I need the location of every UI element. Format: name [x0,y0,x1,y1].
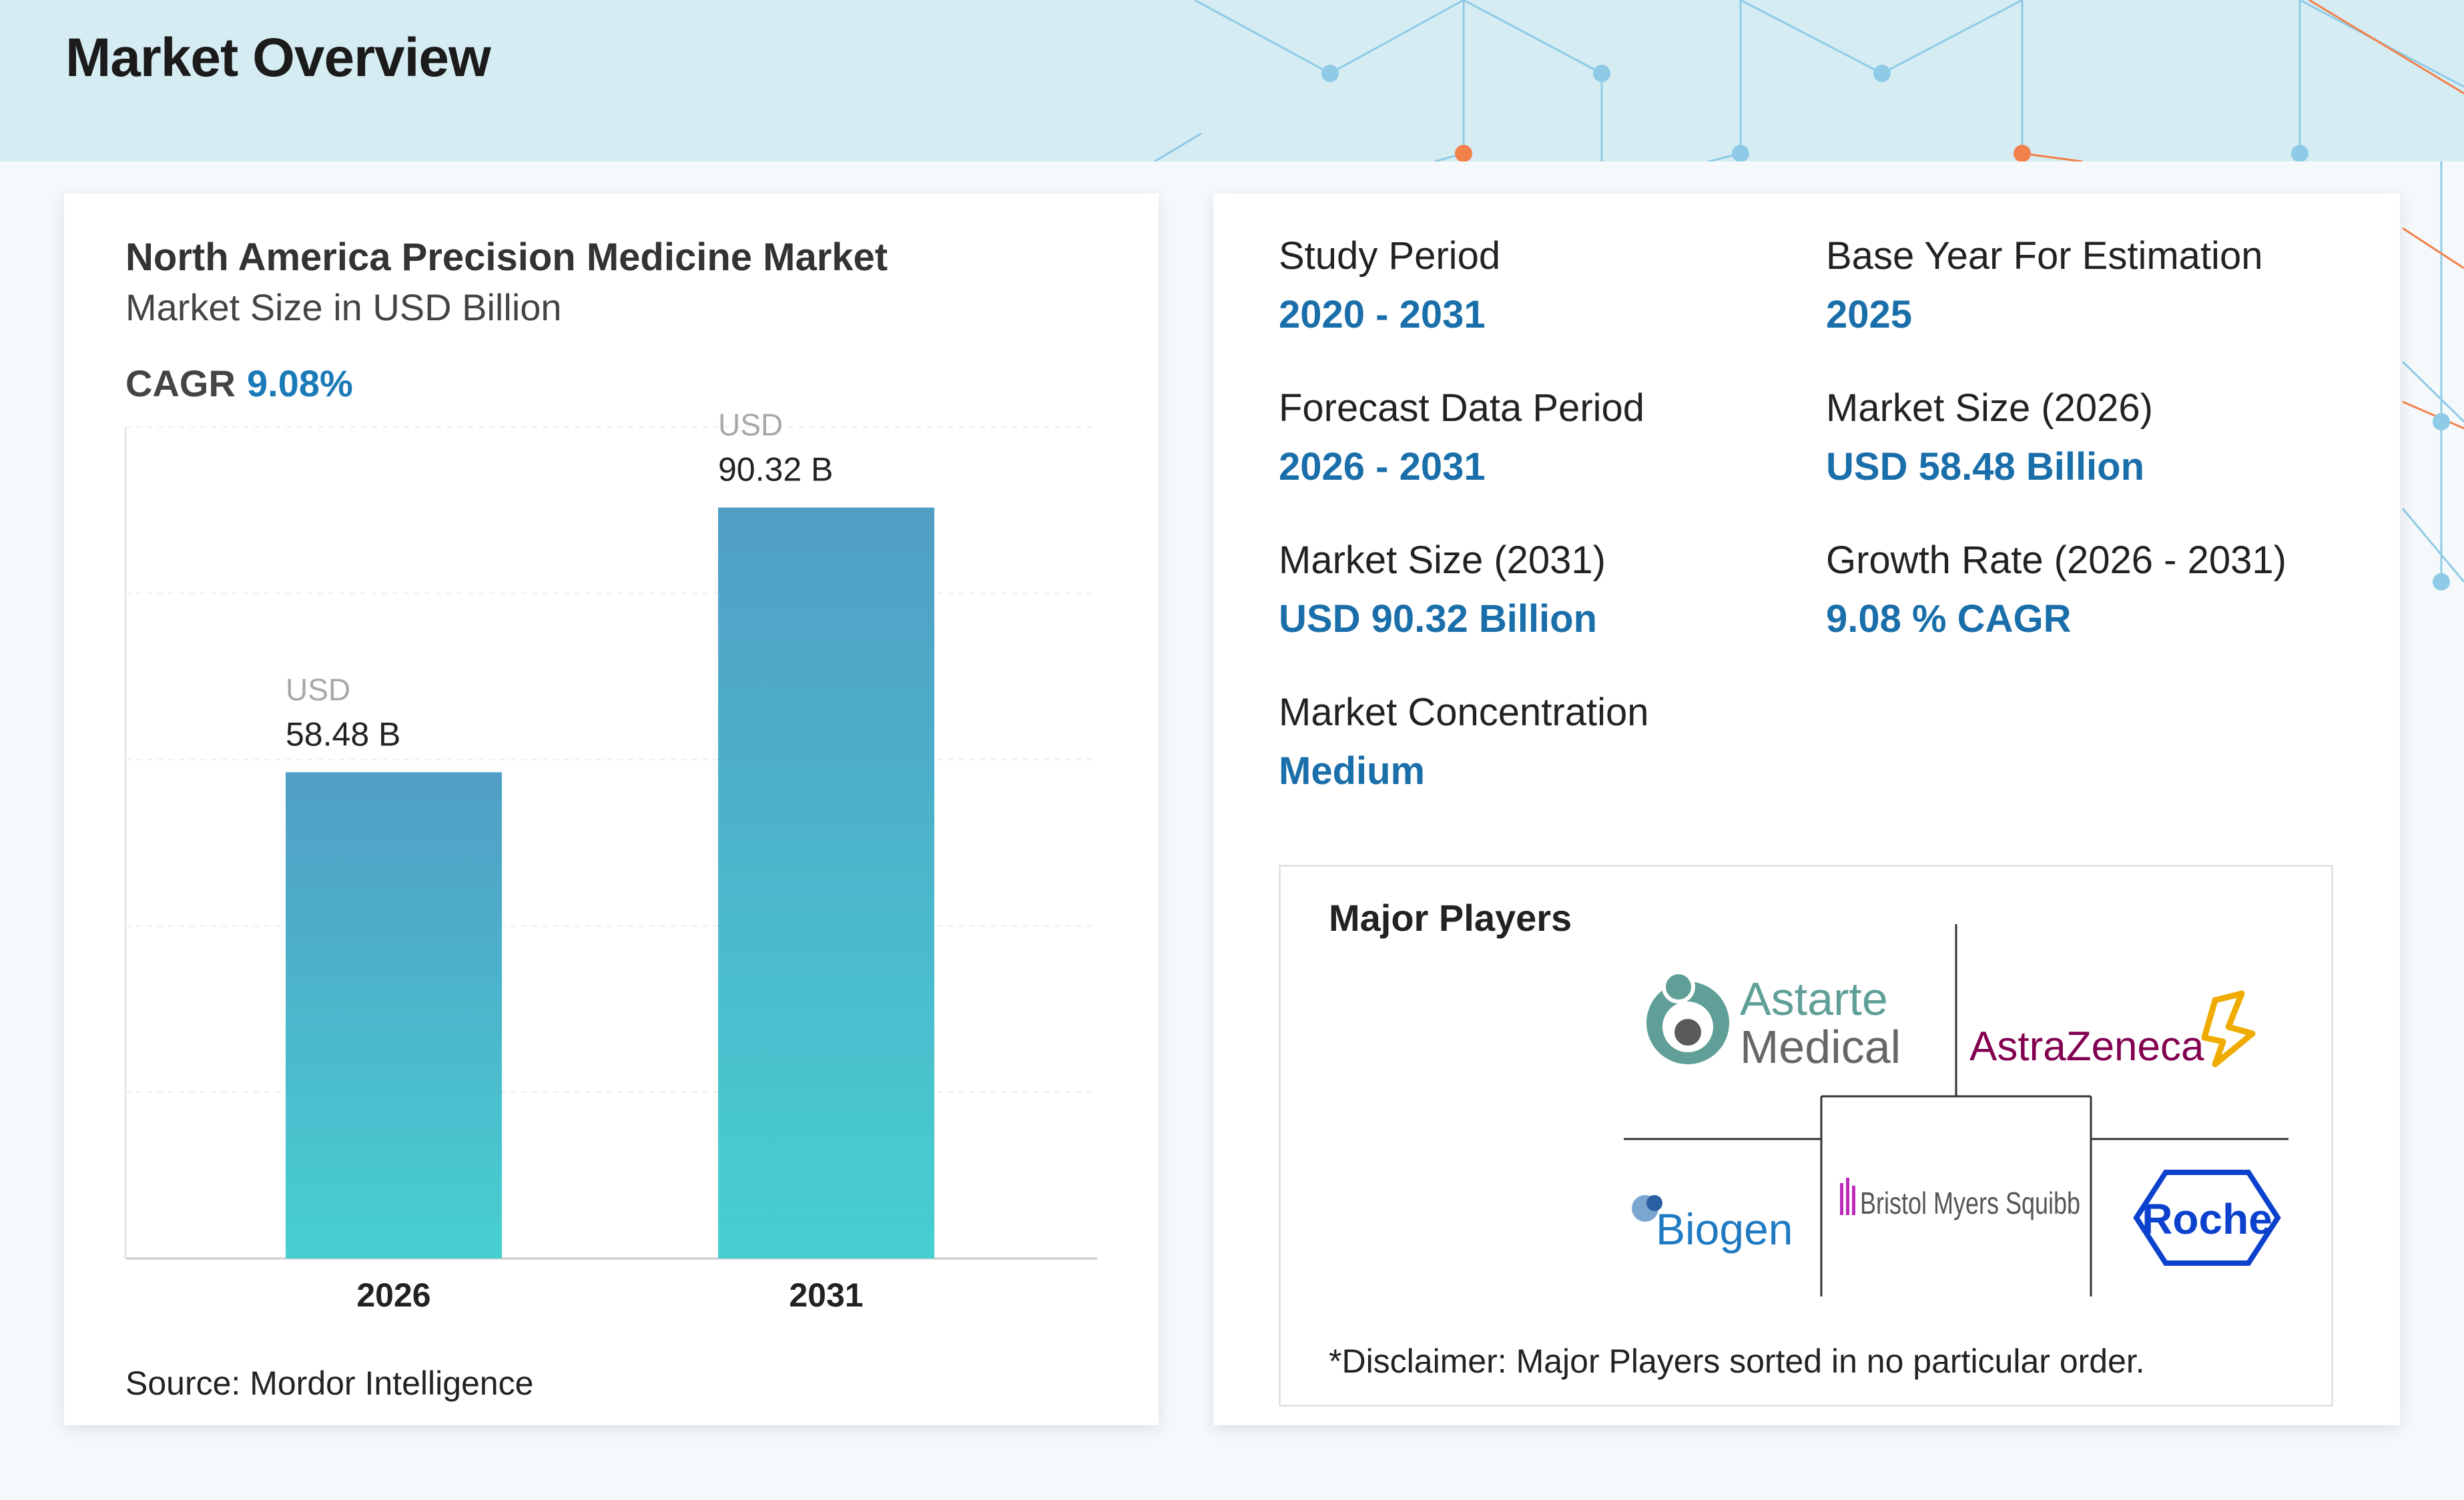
market-concentration-label: Market Concentration [1279,691,1649,734]
svg-text:Medical: Medical [1740,1021,1901,1073]
market-concentration-value: Medium [1279,749,1426,793]
data-label-value: 58.48 B [286,715,400,753]
forecast-period-label: Forecast Data Period [1279,386,1645,430]
svg-text:Bristol Myers Squibb: Bristol Myers Squibb [1860,1186,2080,1220]
network-decoration-right [2403,161,2464,591]
page-title: Market Overview [65,27,491,88]
astrazeneca-logo: AstraZeneca [1969,990,2256,1070]
svg-text:Astarte: Astarte [1740,973,1888,1025]
market-size-2026-label: Market Size (2026) [1826,386,2153,430]
market-size-card: North America Precision Medicine Market … [64,194,1159,1425]
cagr-label: CAGR [125,362,236,404]
bar-2031 [718,507,934,1258]
data-label-unit: USD [286,672,350,707]
study-period-label: Study Period [1279,234,1501,278]
svg-text:Biogen: Biogen [1656,1204,1793,1254]
data-label-unit: USD [718,408,783,442]
growth-rate-label: Growth Rate (2026 - 2031) [1826,538,2286,582]
bristol-myers-squibb-logo: Bristol Myers Squibb [1840,1178,2080,1220]
growth-rate-value: 9.08 % CAGR [1826,597,2072,641]
network-decoration [1154,0,2464,161]
biogen-logo: Biogen [1632,1195,1793,1254]
bar-2026 [286,772,502,1258]
major-players-panel: Major Players Astarte Medical AstraZenec… [1279,865,2333,1407]
x-tick-label: 2026 [356,1276,430,1314]
market-stats-card: Study Period 2020 - 2031 Base Year For E… [1213,194,2400,1425]
chart-subtitle: Market Size in USD Billion [125,286,562,328]
market-size-2031-label: Market Size (2031) [1279,538,1606,582]
cagr-value: 9.08% [247,362,353,404]
header-banner: Market Overview [0,0,2464,161]
logo-grid: Astarte Medical AstraZeneca Biogen Brist… [1624,924,2288,1296]
bar-chart: USD 58.48 B 2026 USD 90.32 B 2031 [124,408,1097,1314]
source-note: Source: Mordor Intelligence [125,1365,534,1402]
astarte-medical-logo: Astarte Medical [1646,970,1901,1073]
x-tick-label: 2031 [789,1276,863,1314]
svg-text:AstraZeneca: AstraZeneca [1969,1024,2204,1070]
market-size-2026-value: USD 58.48 Billion [1826,445,2145,488]
forecast-period-value: 2026 - 2031 [1279,445,1486,488]
market-size-2031-value: USD 90.32 Billion [1279,597,1598,641]
study-period-value: 2020 - 2031 [1279,293,1486,336]
svg-text:Roche: Roche [2142,1195,2272,1243]
chart-title: North America Precision Medicine Market [125,236,888,279]
base-year-value: 2025 [1826,293,1913,336]
roche-logo: Roche [2133,1170,2281,1266]
major-players-title: Major Players [1329,897,1572,939]
base-year-label: Base Year For Estimation [1826,234,2263,278]
data-label-value: 90.32 B [718,451,833,488]
disclaimer-note: *Disclaimer: Major Players sorted in no … [1329,1343,2145,1380]
